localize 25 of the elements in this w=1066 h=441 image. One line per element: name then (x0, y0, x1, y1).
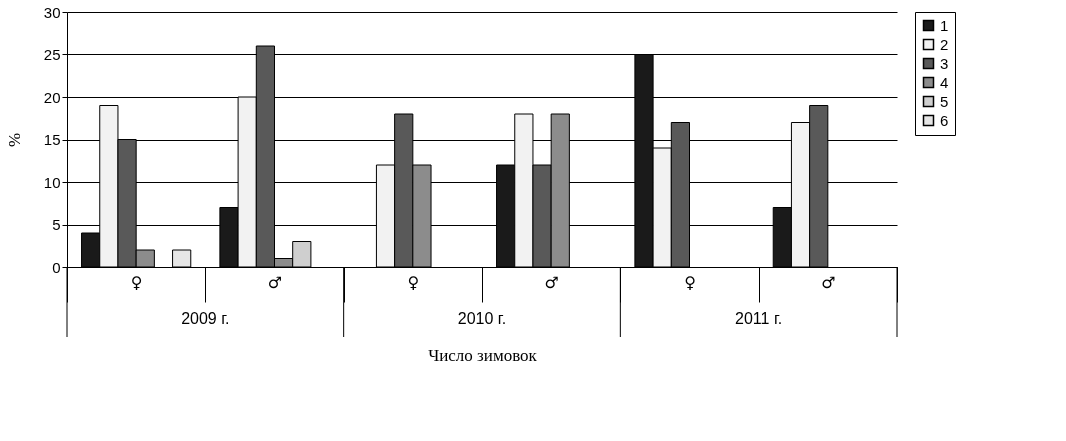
legend-label: 4 (940, 73, 949, 91)
legend-label: 3 (940, 54, 949, 72)
y-tick-label: 20 (43, 88, 61, 106)
text: 2011 г. (735, 310, 783, 327)
y-tick-label: 0 (52, 258, 61, 276)
x-tick-label: ♀ (407, 272, 420, 292)
legend-label: 1 (940, 16, 949, 34)
text: 2009 г. (181, 310, 230, 327)
x-tick-label: ♀ (130, 272, 143, 292)
x-axis-title: Число зимовок (428, 346, 538, 365)
bar (172, 249, 192, 268)
y-axis-title: % (4, 132, 24, 148)
x-tick-label: ♂ (544, 272, 559, 292)
y-tick-label: 30 (43, 3, 61, 21)
y-tick-label: 5 (52, 216, 61, 233)
legend-label: 6 (940, 111, 949, 129)
text: 2010 г. (457, 310, 507, 327)
y-tick-label: 15 (43, 131, 61, 148)
y-tick-label: 10 (43, 173, 61, 191)
legend-label: 5 (940, 92, 949, 110)
legend-label: 2 (940, 35, 949, 53)
y-tick-label: 25 (43, 46, 61, 63)
x-tick-label: ♀ (684, 272, 696, 292)
x-tick-label: ♂ (821, 272, 836, 292)
x-tick-label: ♂ (267, 272, 283, 292)
